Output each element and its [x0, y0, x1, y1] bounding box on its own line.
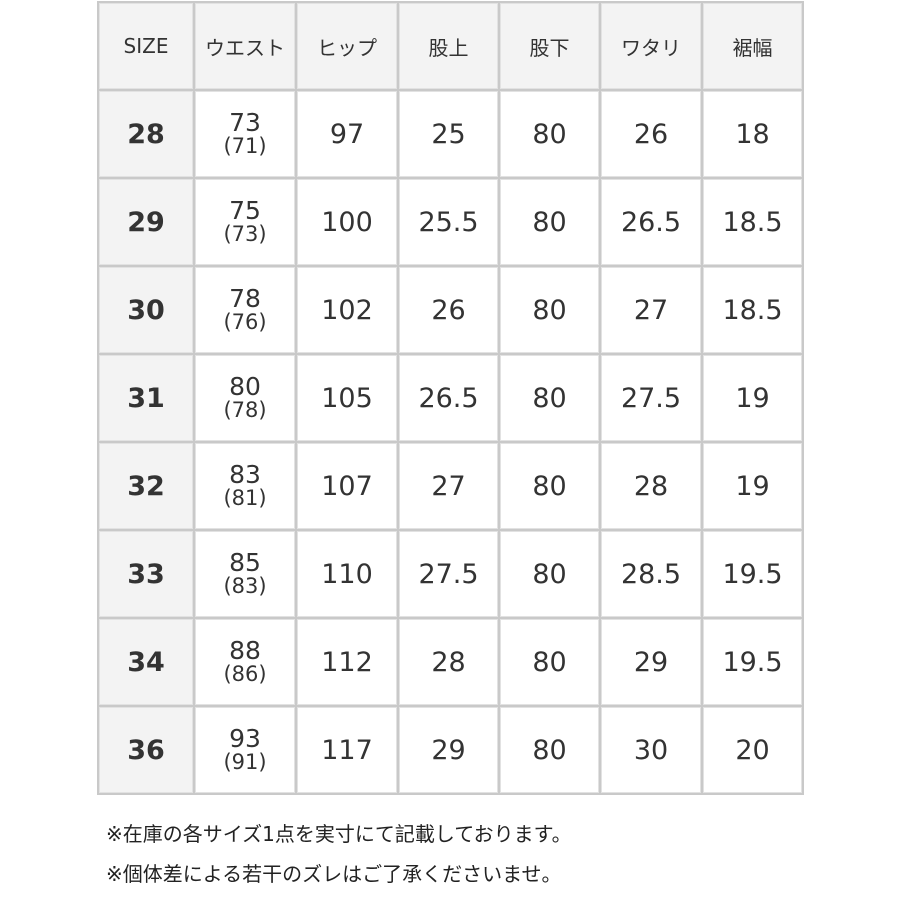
waist-value: 93 [229, 724, 261, 753]
value-cell: 28 [601, 443, 701, 529]
value-cell: 18 [703, 91, 802, 177]
value-cell: 80 [500, 91, 599, 177]
waist-cell: 83 (81) [195, 443, 295, 529]
value-cell: 29 [399, 707, 498, 793]
value-cell: 80 [500, 443, 599, 529]
value-cell: 110 [297, 531, 397, 617]
value-cell: 80 [500, 179, 599, 265]
size-cell: 33 [99, 531, 193, 617]
value-cell: 112 [297, 619, 397, 705]
value-cell: 80 [500, 707, 599, 793]
waist-value: 88 [229, 636, 261, 665]
waist-sub-value: (78) [223, 398, 267, 422]
value-cell: 100 [297, 179, 397, 265]
value-cell: 19.5 [703, 619, 802, 705]
size-cell: 29 [99, 179, 193, 265]
waist-value: 83 [229, 460, 261, 489]
value-cell: 18.5 [703, 267, 802, 353]
value-cell: 19 [703, 443, 802, 529]
waist-sub-value: (71) [223, 134, 267, 158]
value-cell: 25.5 [399, 179, 498, 265]
value-cell: 80 [500, 619, 599, 705]
waist-sub-value: (91) [223, 750, 267, 774]
header-cell: ウエスト [195, 3, 295, 89]
size-cell: 34 [99, 619, 193, 705]
value-cell: 19.5 [703, 531, 802, 617]
header-cell: ワタリ [601, 3, 701, 89]
value-cell: 18.5 [703, 179, 802, 265]
waist-value: 73 [229, 108, 261, 137]
waist-value: 80 [229, 372, 261, 401]
waist-value: 75 [229, 196, 261, 225]
header-cell: 裾幅 [703, 3, 802, 89]
size-cell: 31 [99, 355, 193, 441]
waist-cell: 93 (91) [195, 707, 295, 793]
size-cell: 36 [99, 707, 193, 793]
value-cell: 105 [297, 355, 397, 441]
waist-sub-value: (73) [223, 222, 267, 246]
value-cell: 27 [399, 443, 498, 529]
value-cell: 26.5 [399, 355, 498, 441]
waist-sub-value: (86) [223, 662, 267, 686]
waist-cell: 73 (71) [195, 91, 295, 177]
size-cell: 30 [99, 267, 193, 353]
value-cell: 26 [399, 267, 498, 353]
value-cell: 25 [399, 91, 498, 177]
value-cell: 80 [500, 531, 599, 617]
value-cell: 20 [703, 707, 802, 793]
header-cell: SIZE [99, 3, 193, 89]
value-cell: 27.5 [399, 531, 498, 617]
value-cell: 19 [703, 355, 802, 441]
value-cell: 27.5 [601, 355, 701, 441]
value-cell: 30 [601, 707, 701, 793]
value-cell: 107 [297, 443, 397, 529]
header-cell: ヒップ [297, 3, 397, 89]
waist-cell: 88 (86) [195, 619, 295, 705]
size-cell: 32 [99, 443, 193, 529]
value-cell: 97 [297, 91, 397, 177]
header-cell: 股下 [500, 3, 599, 89]
value-cell: 29 [601, 619, 701, 705]
note: ※個体差による若干のズレはご了承くださいませ。 [106, 862, 562, 886]
value-cell: 102 [297, 267, 397, 353]
waist-cell: 78 (76) [195, 267, 295, 353]
waist-cell: 75 (73) [195, 179, 295, 265]
value-cell: 117 [297, 707, 397, 793]
waist-value: 78 [229, 284, 261, 313]
header-cell: 股上 [399, 3, 498, 89]
value-cell: 80 [500, 267, 599, 353]
waist-sub-value: (76) [223, 310, 267, 334]
waist-cell: 80 (78) [195, 355, 295, 441]
size-cell: 28 [99, 91, 193, 177]
waist-sub-value: (83) [223, 574, 267, 598]
note: ※在庫の各サイズ1点を実寸にて記載しております。 [106, 822, 572, 846]
value-cell: 27 [601, 267, 701, 353]
waist-cell: 85 (83) [195, 531, 295, 617]
value-cell: 28 [399, 619, 498, 705]
value-cell: 80 [500, 355, 599, 441]
value-cell: 26.5 [601, 179, 701, 265]
waist-value: 85 [229, 548, 261, 577]
value-cell: 28.5 [601, 531, 701, 617]
size-table: SIZE ウエスト ヒップ 股上 股下 ワタリ 裾幅 28 73 (71) 97 25 80 26 18 29… [97, 1, 804, 795]
value-cell: 26 [601, 91, 701, 177]
waist-sub-value: (81) [223, 486, 267, 510]
